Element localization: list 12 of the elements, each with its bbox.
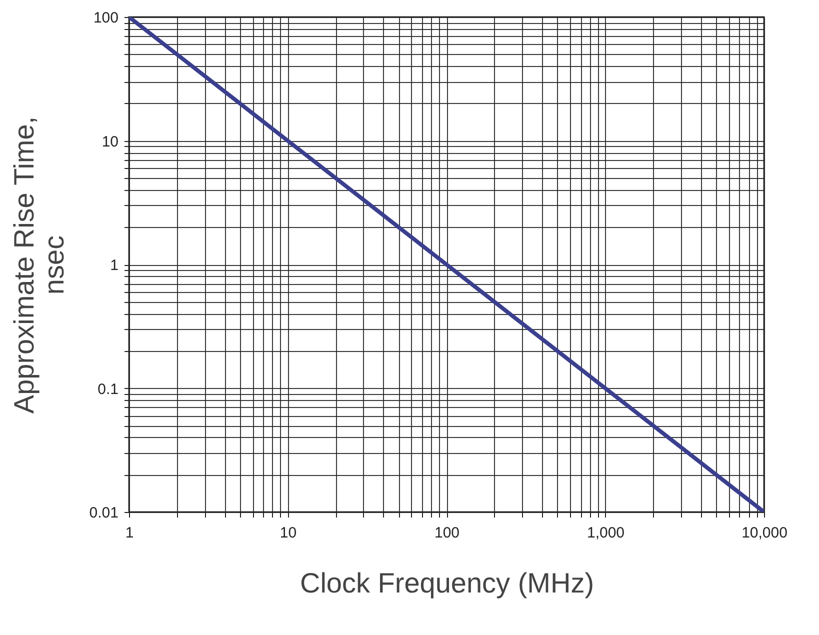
y-tick-label: 100 bbox=[93, 10, 118, 26]
x-tick-label: 1 bbox=[125, 524, 134, 542]
y-tick-label: 10 bbox=[102, 133, 118, 150]
y-tick-label: 0.01 bbox=[89, 504, 118, 522]
y-tick-label: 1 bbox=[110, 257, 118, 274]
y-axis-title: Approximate Rise Time, nsec bbox=[8, 116, 70, 414]
x-tick-label: 10,000 bbox=[742, 524, 788, 542]
x-axis-title: Clock Frequency (MHz) bbox=[300, 568, 594, 598]
x-tick-label: 1,000 bbox=[586, 524, 625, 542]
x-tick-label: 100 bbox=[434, 524, 460, 542]
y-tick-label: 0.1 bbox=[98, 380, 118, 398]
x-tick-label: 10 bbox=[280, 524, 297, 542]
